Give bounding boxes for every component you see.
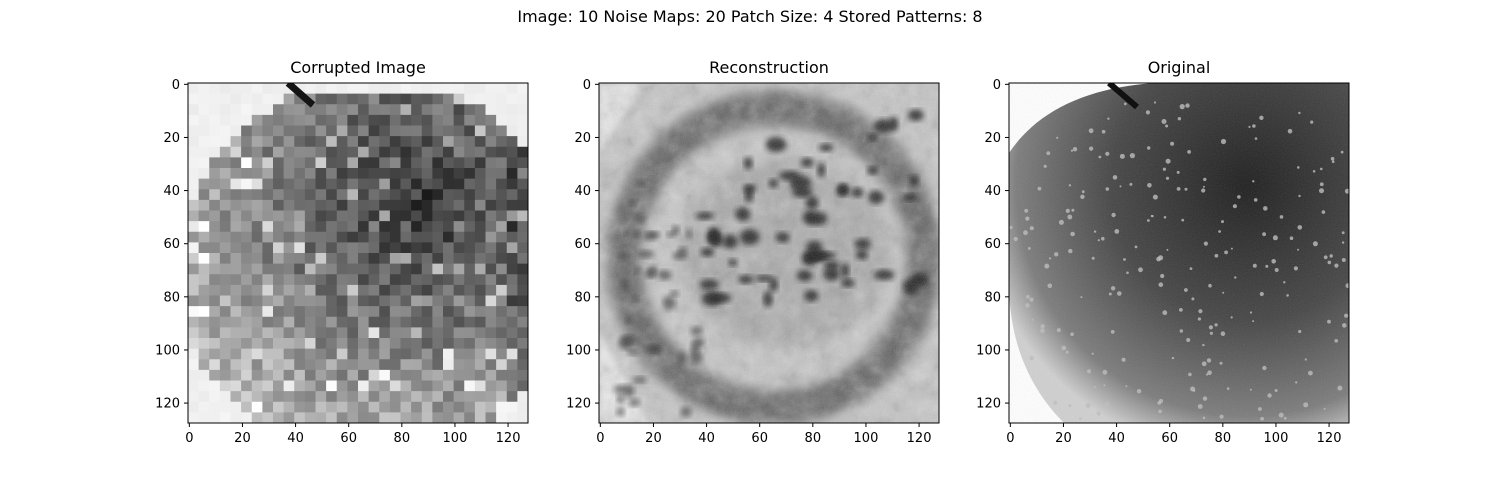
x-tick-label: 0 [1006, 431, 1014, 446]
y-tick-label: 100 [566, 343, 591, 358]
x-tick-label: 80 [805, 431, 822, 446]
y-tick-label: 0 [583, 78, 591, 93]
x-tick-label: 60 [751, 431, 768, 446]
subplot-title: Reconstruction [709, 58, 829, 77]
y-tick-label: 60 [984, 237, 1001, 252]
x-tick-label: 0 [596, 431, 604, 446]
subplot-2: Reconstruction 0 20 40 60 80 100 120 0 20 40 60 80 10… [566, 58, 940, 446]
y-tick-label: 60 [163, 237, 180, 252]
y-tick-label: 80 [163, 290, 180, 305]
x-tick-label: 100 [443, 431, 468, 446]
y-tick-label: 40 [574, 184, 591, 199]
y-tick-label: 120 [155, 397, 180, 412]
x-tick-label: 40 [698, 431, 715, 446]
figure-suptitle: Image: 10 Noise Maps: 20 Patch Size: 4 S… [517, 7, 983, 26]
y-tick-label: 80 [984, 290, 1001, 305]
x-tick-label: 120 [907, 431, 932, 446]
subplot-1: Corrupted Image 0 20 40 60 80 100 120 0 20 40 60 80 1… [155, 58, 529, 446]
axes-frame [187, 82, 529, 424]
x-tick-label: 120 [496, 431, 521, 446]
y-tick-label: 120 [976, 397, 1001, 412]
x-tick-label: 40 [287, 431, 304, 446]
x-tick-label: 20 [1055, 431, 1072, 446]
y-tick-label: 0 [993, 78, 1001, 93]
y-tick-label: 120 [566, 397, 591, 412]
x-tick-label: 100 [1264, 431, 1289, 446]
y-tick-label: 0 [172, 78, 180, 93]
subplot-title: Original [1148, 58, 1211, 77]
y-tick-label: 40 [163, 184, 180, 199]
x-tick-label: 20 [645, 431, 662, 446]
y-tick-label: 80 [574, 290, 591, 305]
axes-frame [1008, 82, 1350, 424]
x-tick-label: 40 [1108, 431, 1125, 446]
subplot-title: Corrupted Image [290, 58, 426, 77]
image-1 [188, 83, 528, 423]
y-tick-label: 20 [984, 131, 1001, 146]
axes-frame [598, 82, 940, 424]
image-3 [1009, 83, 1349, 423]
image-2 [599, 83, 939, 423]
x-tick-label: 100 [854, 431, 879, 446]
y-tick-label: 100 [155, 343, 180, 358]
x-tick-label: 80 [394, 431, 411, 446]
y-tick-label: 60 [574, 237, 591, 252]
x-tick-label: 120 [1317, 431, 1342, 446]
y-tick-label: 20 [163, 131, 180, 146]
y-tick-label: 40 [984, 184, 1001, 199]
x-tick-label: 80 [1215, 431, 1232, 446]
x-tick-label: 60 [1161, 431, 1178, 446]
x-tick-label: 0 [185, 431, 193, 446]
y-tick-label: 100 [976, 343, 1001, 358]
x-tick-label: 60 [340, 431, 357, 446]
subplot-3: Original 0 20 40 60 80 100 120 0 20 40 60 80 100 120 [976, 58, 1350, 446]
y-tick-label: 20 [574, 131, 591, 146]
x-tick-label: 20 [234, 431, 251, 446]
